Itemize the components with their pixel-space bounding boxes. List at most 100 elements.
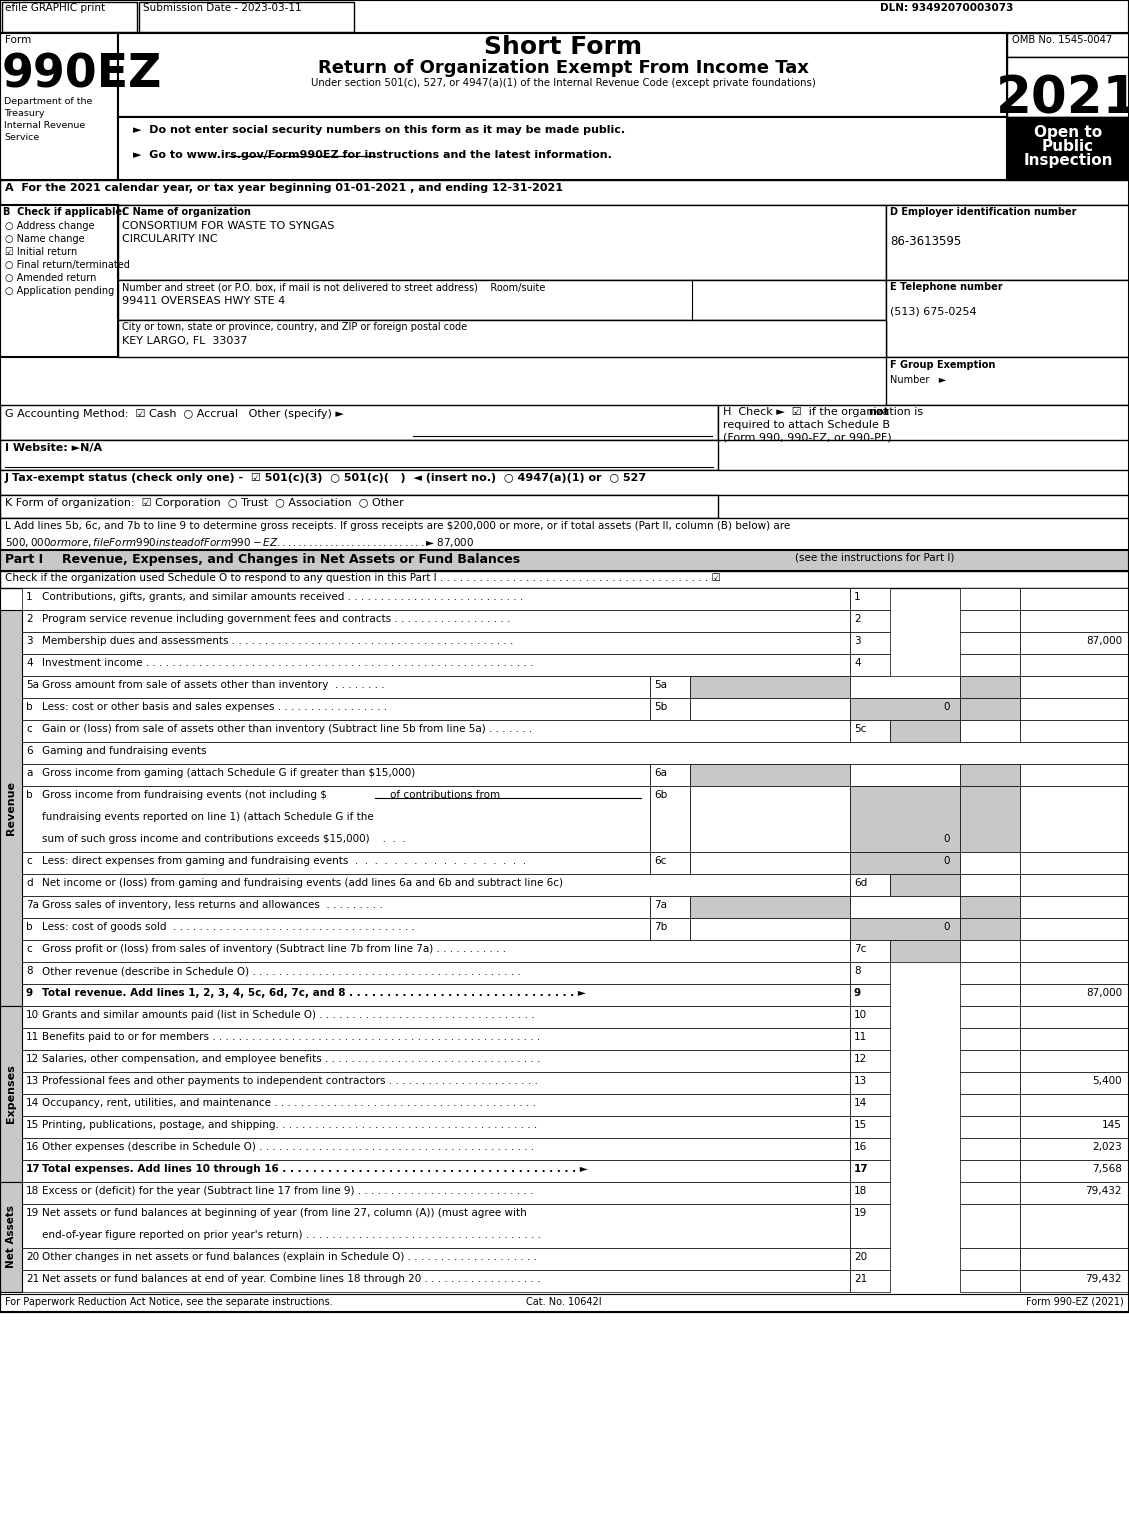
Text: Gross income from gaming (attach Schedule G if greater than $15,000): Gross income from gaming (attach Schedul… bbox=[42, 769, 415, 778]
Text: Public: Public bbox=[1042, 139, 1094, 154]
Bar bbox=[1019, 1247, 1129, 1270]
Bar bbox=[21, 1006, 850, 1028]
Bar bbox=[1019, 1093, 1129, 1116]
Bar bbox=[1019, 764, 1129, 785]
Bar bbox=[960, 962, 1019, 984]
Text: 5b: 5b bbox=[654, 702, 667, 712]
Text: 16: 16 bbox=[854, 1142, 867, 1151]
Bar bbox=[960, 589, 1019, 610]
Bar bbox=[886, 357, 1129, 406]
Bar bbox=[21, 764, 650, 785]
Text: Part I: Part I bbox=[5, 554, 43, 566]
Text: Less: cost or other basis and sales expenses . . . . . . . . . . . . . . . . .: Less: cost or other basis and sales expe… bbox=[42, 702, 387, 712]
Bar bbox=[21, 897, 650, 918]
Bar bbox=[960, 785, 1019, 852]
Text: Other expenses (describe in Schedule O) . . . . . . . . . . . . . . . . . . . . : Other expenses (describe in Schedule O) … bbox=[42, 1142, 534, 1151]
Bar bbox=[960, 852, 1019, 874]
Text: end-of-year figure reported on prior year's return) . . . . . . . . . . . . . . : end-of-year figure reported on prior yea… bbox=[42, 1231, 541, 1240]
Text: Expenses: Expenses bbox=[6, 1064, 16, 1124]
Text: I Website: ►N/A: I Website: ►N/A bbox=[5, 442, 102, 453]
Text: c: c bbox=[26, 856, 32, 866]
Text: G Accounting Method:  ☑ Cash  ○ Accrual   Other (specify) ►: G Accounting Method: ☑ Cash ○ Accrual Ot… bbox=[5, 409, 344, 419]
Text: 19: 19 bbox=[854, 1208, 867, 1218]
Bar bbox=[1019, 1006, 1129, 1028]
Text: 5a: 5a bbox=[654, 680, 667, 689]
Text: 4: 4 bbox=[854, 657, 860, 668]
Bar bbox=[850, 918, 960, 939]
Bar bbox=[0, 1006, 21, 1182]
Text: $500,000 or more, file Form 990 instead of Form 990-EZ . . . . . . . . . . . . .: $500,000 or more, file Form 990 instead … bbox=[5, 535, 474, 549]
Bar bbox=[850, 962, 890, 984]
Text: 87,000: 87,000 bbox=[1086, 988, 1122, 997]
Bar bbox=[0, 180, 1129, 204]
Bar bbox=[690, 852, 850, 874]
Text: Revenue, Expenses, and Changes in Net Assets or Fund Balances: Revenue, Expenses, and Changes in Net As… bbox=[62, 554, 520, 566]
Bar bbox=[850, 1138, 890, 1161]
Text: 7c: 7c bbox=[854, 944, 866, 955]
Text: 17: 17 bbox=[26, 1164, 41, 1174]
Text: 6: 6 bbox=[26, 746, 33, 756]
Text: Service: Service bbox=[5, 133, 40, 142]
Bar bbox=[850, 939, 890, 962]
Text: H  Check ►  ☑  if the organization is: H Check ► ☑ if the organization is bbox=[723, 407, 924, 416]
Bar bbox=[0, 0, 1129, 1312]
Text: Short Form: Short Form bbox=[484, 35, 642, 59]
Bar bbox=[0, 204, 119, 357]
Bar bbox=[650, 785, 690, 852]
Bar bbox=[1019, 939, 1129, 962]
Text: c: c bbox=[26, 724, 32, 734]
Bar bbox=[960, 1138, 1019, 1161]
Bar bbox=[1019, 720, 1129, 743]
Text: Return of Organization Exempt From Income Tax: Return of Organization Exempt From Incom… bbox=[317, 59, 808, 76]
Text: DLN: 93492070003073: DLN: 93492070003073 bbox=[879, 3, 1014, 14]
Bar bbox=[850, 676, 960, 698]
Bar bbox=[21, 984, 850, 1006]
Bar bbox=[0, 518, 1129, 551]
Bar bbox=[21, 610, 850, 631]
Bar bbox=[960, 918, 1019, 939]
Text: Gross sales of inventory, less returns and allowances  . . . . . . . . .: Gross sales of inventory, less returns a… bbox=[42, 900, 383, 910]
Bar bbox=[139, 2, 355, 32]
Text: 12: 12 bbox=[26, 1054, 40, 1064]
Text: 0: 0 bbox=[944, 923, 949, 932]
Text: 0: 0 bbox=[944, 856, 949, 866]
Text: Excess or (deficit) for the year (Subtract line 17 from line 9) . . . . . . . . : Excess or (deficit) for the year (Subtra… bbox=[42, 1186, 533, 1196]
Text: Occupancy, rent, utilities, and maintenance . . . . . . . . . . . . . . . . . . : Occupancy, rent, utilities, and maintena… bbox=[42, 1098, 536, 1109]
Bar bbox=[21, 631, 850, 654]
Text: 8: 8 bbox=[26, 965, 33, 976]
Text: L Add lines 5b, 6c, and 7b to line 9 to determine gross receipts. If gross recei: L Add lines 5b, 6c, and 7b to line 9 to … bbox=[5, 522, 790, 531]
Text: ○ Name change: ○ Name change bbox=[5, 233, 85, 244]
Text: 7a: 7a bbox=[654, 900, 667, 910]
Bar bbox=[850, 852, 960, 874]
Bar bbox=[960, 720, 1019, 743]
Bar bbox=[21, 1138, 850, 1161]
Text: 990EZ: 990EZ bbox=[2, 53, 163, 98]
Bar bbox=[960, 1161, 1019, 1182]
Bar bbox=[960, 1116, 1019, 1138]
Bar bbox=[21, 962, 850, 984]
Text: Number   ►: Number ► bbox=[890, 375, 946, 384]
Text: 87,000: 87,000 bbox=[1086, 636, 1122, 647]
Bar bbox=[850, 785, 960, 852]
Bar bbox=[21, 785, 650, 852]
Bar bbox=[690, 676, 850, 698]
Bar bbox=[960, 1205, 1019, 1247]
Bar bbox=[850, 1072, 890, 1093]
Bar bbox=[960, 610, 1019, 631]
Text: Less: cost of goods sold  . . . . . . . . . . . . . . . . . . . . . . . . . . . : Less: cost of goods sold . . . . . . . .… bbox=[42, 923, 414, 932]
Bar bbox=[960, 897, 1019, 918]
Bar bbox=[1019, 1205, 1129, 1247]
Bar bbox=[21, 654, 850, 676]
Bar bbox=[650, 897, 690, 918]
Text: City or town, state or province, country, and ZIP or foreign postal code: City or town, state or province, country… bbox=[122, 322, 467, 332]
Text: Form: Form bbox=[5, 35, 32, 46]
Bar bbox=[850, 984, 890, 1006]
Bar bbox=[890, 939, 960, 962]
Text: d: d bbox=[26, 878, 33, 888]
Bar bbox=[0, 34, 119, 180]
Text: 8: 8 bbox=[854, 965, 860, 976]
Text: D Employer identification number: D Employer identification number bbox=[890, 207, 1076, 217]
Text: 2021: 2021 bbox=[996, 75, 1129, 125]
Bar bbox=[1019, 962, 1129, 984]
Text: 145: 145 bbox=[1102, 1119, 1122, 1130]
